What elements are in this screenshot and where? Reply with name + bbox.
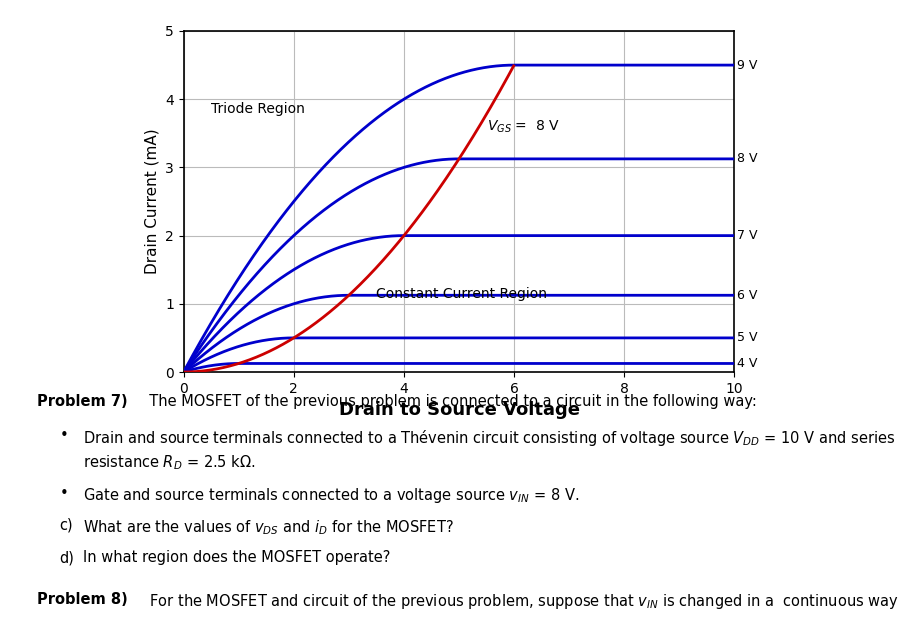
X-axis label: Drain to Source Voltage: Drain to Source Voltage xyxy=(339,401,579,419)
Text: resistance $R_D$ = 2.5 kΩ.: resistance $R_D$ = 2.5 kΩ. xyxy=(83,453,255,472)
Text: 6 V: 6 V xyxy=(737,289,757,302)
Text: What are the values of $v_{DS}$ and $i_D$ for the MOSFET?: What are the values of $v_{DS}$ and $i_D… xyxy=(83,518,453,536)
Text: d): d) xyxy=(60,550,74,565)
Y-axis label: Drain Current (mA): Drain Current (mA) xyxy=(144,129,160,274)
Text: c): c) xyxy=(60,518,73,533)
Text: from 0 V to 9 V. Plot $v_{DS}$ as a function of $v_{IN}$.: from 0 V to 9 V. Plot $v_{DS}$ as a func… xyxy=(37,619,360,620)
Text: Gate and source terminals connected to a voltage source $v_{IN}$ = 8 V.: Gate and source terminals connected to a… xyxy=(83,485,579,505)
Text: Problem 8): Problem 8) xyxy=(37,592,128,607)
Text: 5 V: 5 V xyxy=(737,332,757,344)
Text: 9 V: 9 V xyxy=(737,59,757,71)
Text: 4 V: 4 V xyxy=(737,357,757,370)
Text: In what region does the MOSFET operate?: In what region does the MOSFET operate? xyxy=(83,550,390,565)
Text: For the MOSFET and circuit of the previous problem, suppose that $v_{IN}$ is cha: For the MOSFET and circuit of the previo… xyxy=(140,592,898,611)
Text: Problem 7): Problem 7) xyxy=(37,394,128,409)
Text: Drain and source terminals connected to a Thévenin circuit consisting of voltage: Drain and source terminals connected to … xyxy=(83,428,895,448)
Text: $V_{GS}$ =  8 V: $V_{GS}$ = 8 V xyxy=(487,118,560,135)
Text: Constant Current Region: Constant Current Region xyxy=(376,286,547,301)
Text: The MOSFET of the previous problem is connected to a circuit in the following wa: The MOSFET of the previous problem is co… xyxy=(140,394,756,409)
Text: 8 V: 8 V xyxy=(737,153,757,166)
Text: •: • xyxy=(60,428,69,443)
Text: •: • xyxy=(60,485,69,500)
Text: 7 V: 7 V xyxy=(737,229,757,242)
Text: Triode Region: Triode Region xyxy=(211,102,305,117)
